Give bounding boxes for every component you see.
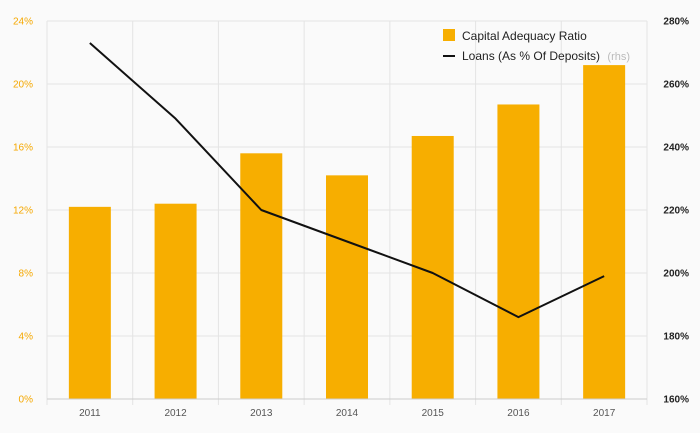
left-tick-label: 8%: [19, 269, 34, 280]
left-tick-label: 12%: [13, 206, 33, 217]
left-tick-label: 20%: [13, 80, 33, 91]
x-axis: 2011 2012 2013 2014 2015 2016 2017: [47, 398, 647, 419]
legend-label-line: Loans (As % Of Deposits) (rhs): [462, 49, 630, 63]
left-tick-label: 16%: [13, 143, 33, 154]
bar-2011: [68, 206, 111, 399]
right-tick-label: 180%: [663, 332, 689, 343]
x-tick-label: 2014: [336, 408, 359, 419]
right-tick-label: 160%: [663, 395, 689, 406]
legend-label-line-name: Loans (As % Of Deposits): [462, 49, 600, 63]
legend: Capital Adequacy Ratio Loans (As % Of De…: [443, 29, 630, 63]
left-y-axis: 0% 4% 8% 12% 16% 20% 24%: [13, 17, 33, 406]
bar-2013: [240, 153, 283, 399]
right-tick-label: 280%: [663, 17, 689, 28]
x-tick-label: 2012: [164, 408, 187, 419]
left-tick-label: 24%: [13, 17, 33, 28]
x-tick-label: 2015: [422, 408, 445, 419]
legend-label-line-suffix: (rhs): [607, 51, 630, 63]
x-tick-label: 2017: [593, 408, 616, 419]
bar-2016: [497, 104, 540, 399]
legend-swatch-bar: [443, 29, 455, 41]
right-tick-label: 200%: [663, 269, 689, 280]
x-tick-label: 2013: [250, 408, 273, 419]
left-tick-label: 4%: [19, 332, 34, 343]
bar-2017: [583, 65, 626, 399]
left-tick-label: 0%: [19, 395, 34, 406]
right-tick-label: 260%: [663, 80, 689, 91]
x-tick-label: 2011: [79, 408, 101, 419]
right-y-axis: 160% 180% 200% 220% 240% 260% 280%: [663, 17, 689, 406]
right-tick-label: 240%: [663, 143, 689, 154]
x-tick-label: 2016: [507, 408, 530, 419]
bar-2012: [154, 203, 197, 399]
bar-2014: [326, 175, 368, 399]
legend-label-bar: Capital Adequacy Ratio: [462, 29, 587, 43]
right-tick-label: 220%: [663, 206, 689, 217]
line-series-loans: [89, 42, 605, 319]
